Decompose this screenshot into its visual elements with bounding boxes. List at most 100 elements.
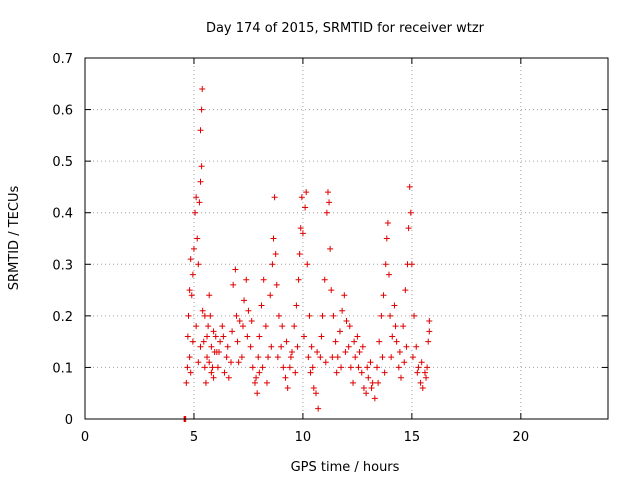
data-point bbox=[425, 338, 432, 345]
data-point bbox=[247, 343, 254, 350]
data-point bbox=[284, 385, 291, 392]
y-tick-label: 0 bbox=[65, 413, 73, 428]
data-point bbox=[272, 250, 279, 257]
data-point bbox=[351, 338, 358, 345]
data-point bbox=[383, 235, 390, 242]
data-point bbox=[352, 354, 359, 361]
data-point bbox=[217, 338, 224, 345]
data-point bbox=[193, 194, 200, 201]
data-point bbox=[298, 194, 305, 201]
data-point bbox=[421, 369, 428, 376]
data-point bbox=[330, 312, 337, 319]
data-point bbox=[339, 307, 346, 314]
data-point bbox=[365, 374, 372, 381]
data-point bbox=[199, 85, 206, 92]
data-point bbox=[186, 354, 193, 361]
data-point bbox=[393, 338, 400, 345]
data-point bbox=[199, 307, 206, 314]
data-point bbox=[256, 369, 263, 376]
data-point bbox=[208, 343, 215, 350]
data-point bbox=[225, 374, 232, 381]
data-point bbox=[385, 271, 392, 278]
data-point bbox=[224, 343, 231, 350]
data-point bbox=[354, 333, 361, 340]
data-point bbox=[243, 276, 250, 283]
data-point bbox=[309, 364, 316, 371]
data-point bbox=[292, 369, 299, 376]
grid bbox=[85, 58, 608, 419]
data-point bbox=[296, 250, 303, 257]
data-point bbox=[329, 354, 336, 361]
data-point bbox=[343, 318, 350, 325]
data-point bbox=[274, 354, 281, 361]
data-point bbox=[350, 379, 357, 386]
x-tick-label: 15 bbox=[404, 430, 421, 445]
x-tick-label: 10 bbox=[295, 430, 312, 445]
data-point bbox=[236, 318, 243, 325]
data-point bbox=[415, 364, 422, 371]
data-point bbox=[324, 189, 331, 196]
data-point bbox=[323, 209, 330, 216]
data-point bbox=[219, 323, 226, 330]
data-point bbox=[238, 354, 245, 361]
data-point bbox=[414, 369, 421, 376]
data-point bbox=[419, 385, 426, 392]
data-point bbox=[392, 323, 399, 330]
data-point bbox=[183, 379, 190, 386]
data-point bbox=[195, 261, 202, 268]
y-tick-label: 0.3 bbox=[52, 258, 73, 273]
data-point bbox=[187, 256, 194, 263]
data-point bbox=[391, 302, 398, 309]
data-point bbox=[278, 343, 285, 350]
data-point bbox=[342, 348, 349, 355]
data-point bbox=[254, 390, 261, 397]
data-point bbox=[188, 292, 195, 299]
data-point bbox=[417, 379, 424, 386]
data-point bbox=[321, 276, 328, 283]
data-point bbox=[206, 359, 213, 366]
y-axis-label: SRMTID / TECUs bbox=[7, 186, 22, 291]
data-point bbox=[327, 245, 334, 252]
data-point bbox=[368, 385, 375, 392]
data-point bbox=[402, 287, 409, 294]
data-point bbox=[406, 183, 413, 190]
x-axis-label: GPS time / hours bbox=[291, 460, 400, 475]
data-point bbox=[294, 343, 301, 350]
data-point bbox=[295, 276, 302, 283]
data-point bbox=[334, 354, 341, 361]
data-point bbox=[401, 359, 408, 366]
data-point bbox=[418, 359, 425, 366]
data-point bbox=[249, 364, 256, 371]
data-point bbox=[269, 261, 276, 268]
data-point bbox=[204, 333, 211, 340]
data-point bbox=[378, 312, 385, 319]
data-point bbox=[426, 318, 433, 325]
y-tick-label: 0.7 bbox=[52, 52, 73, 67]
data-point bbox=[248, 318, 255, 325]
data-point bbox=[424, 364, 431, 371]
data-point bbox=[265, 354, 272, 361]
data-point bbox=[245, 307, 252, 314]
data-point bbox=[359, 343, 366, 350]
data-point bbox=[198, 106, 205, 113]
data-point bbox=[293, 302, 300, 309]
data-point bbox=[306, 312, 313, 319]
data-point bbox=[184, 333, 191, 340]
data-point bbox=[207, 312, 214, 319]
data-point bbox=[202, 379, 209, 386]
data-point bbox=[253, 374, 260, 381]
x-tick-label: 0 bbox=[81, 430, 89, 445]
data-point bbox=[411, 312, 418, 319]
data-point bbox=[363, 390, 370, 397]
data-point bbox=[273, 281, 280, 288]
data-point bbox=[336, 328, 343, 335]
data-point bbox=[381, 369, 388, 376]
data-point bbox=[223, 354, 230, 361]
data-point bbox=[271, 194, 278, 201]
data-point bbox=[267, 292, 274, 299]
data-point bbox=[212, 333, 219, 340]
data-point bbox=[270, 235, 277, 242]
data-point bbox=[409, 354, 416, 361]
data-point bbox=[185, 312, 192, 319]
data-point bbox=[355, 364, 362, 371]
